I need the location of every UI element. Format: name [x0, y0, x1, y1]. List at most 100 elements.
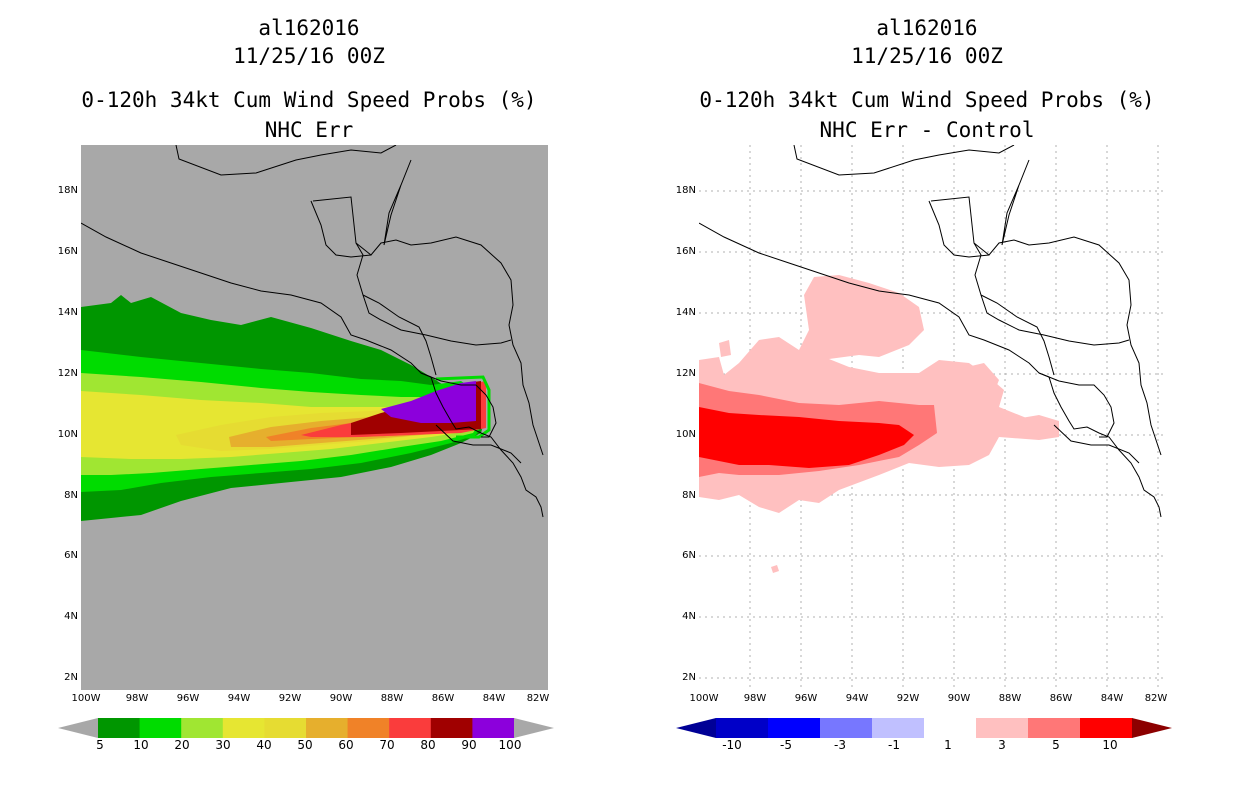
diff-5-10-contour: [699, 407, 914, 468]
colorbar-segment: [430, 718, 473, 738]
lon-label: 88W: [998, 693, 1022, 704]
colorbar-label: 30: [215, 738, 231, 752]
right-panel: al162016 11/25/16 00Z 0-120h 34kt Cum Wi…: [618, 0, 1236, 800]
colorbar-label: 3: [998, 738, 1006, 752]
lat-label: 8N: [682, 490, 696, 501]
colorbar: [58, 718, 554, 738]
colorbar-segment: [1080, 718, 1133, 738]
lat-label: 6N: [64, 550, 78, 561]
colorbar-label: -10: [722, 738, 742, 752]
colorbar-label: 50: [297, 738, 313, 752]
colorbar-segment: [716, 718, 769, 738]
coastline: [699, 145, 1162, 518]
lat-label: 16N: [57, 246, 78, 257]
lon-label: 84W: [1100, 693, 1124, 704]
gridlines: [699, 145, 1166, 690]
lat-label: 18N: [675, 185, 696, 196]
colorbar-segment: [139, 718, 182, 738]
lat-label: 8N: [64, 490, 78, 501]
colorbar-label: 60: [338, 738, 354, 752]
colorbar-segment: [98, 718, 141, 738]
lon-label: 82W: [526, 693, 550, 704]
lon-label: 84W: [482, 693, 506, 704]
colorbar-segment: [1028, 718, 1081, 738]
colorbar: [676, 718, 1172, 738]
lon-label: 92W: [278, 693, 302, 704]
lon-label: 82W: [1144, 693, 1168, 704]
lat-label: 10N: [675, 429, 696, 440]
colorbar-segment: [306, 718, 349, 738]
datetime: 11/25/16 00Z: [851, 44, 1003, 68]
lon-label: 86W: [431, 693, 455, 704]
colorbar-segment: [264, 718, 307, 738]
lon-label: 98W: [125, 693, 149, 704]
colorbar-label: 1: [944, 738, 952, 752]
coastline: [81, 145, 544, 518]
colorbar-label: 80: [420, 738, 436, 752]
lon-label: 94W: [845, 693, 869, 704]
lat-label: 14N: [57, 307, 78, 318]
colorbar-segment: [389, 718, 432, 738]
colorbar-label: 20: [174, 738, 190, 752]
subtitle: NHC Err: [264, 118, 354, 142]
colorbar-label: 5: [96, 738, 104, 752]
colorbar-label: -1: [888, 738, 900, 752]
lat-label: 4N: [64, 611, 78, 622]
difference-map[interactable]: [699, 145, 1166, 690]
diff-1-3-small-b: [961, 363, 999, 407]
diff-1-3-small-c: [1007, 415, 1059, 437]
lon-label: 92W: [896, 693, 920, 704]
colorbar-segment: [872, 718, 925, 738]
product-title: 0-120h 34kt Cum Wind Speed Probs (%): [81, 88, 537, 112]
product-title: 0-120h 34kt Cum Wind Speed Probs (%): [699, 88, 1155, 112]
datetime: 11/25/16 00Z: [233, 44, 385, 68]
lon-label: 90W: [947, 693, 971, 704]
probability-map[interactable]: [81, 145, 548, 690]
storm-id: al162016: [258, 16, 360, 40]
colorbar-end-right: [514, 718, 554, 738]
colorbar-end-left: [58, 718, 98, 738]
prob-green-outline: [435, 375, 491, 439]
colorbar-label: 90: [461, 738, 477, 752]
colorbar-segment: [924, 718, 977, 738]
lat-label: 2N: [682, 672, 696, 683]
lat-label: 2N: [64, 672, 78, 683]
lat-label: 4N: [682, 611, 696, 622]
colorbar-segment: [976, 718, 1029, 738]
colorbar-segment: [347, 718, 390, 738]
colorbar-label: 5: [1052, 738, 1060, 752]
lon-label: 100W: [71, 693, 101, 704]
colorbar-label: 40: [256, 738, 272, 752]
diff-1-3-small-a: [719, 340, 731, 357]
colorbar-end-right: [1132, 718, 1172, 738]
colorbar-segment: [820, 718, 873, 738]
colorbar-end-left: [676, 718, 716, 738]
lat-label: 12N: [57, 368, 78, 379]
lon-label: 100W: [689, 693, 719, 704]
colorbar-label: -5: [780, 738, 792, 752]
lat-label: 12N: [675, 368, 696, 379]
lon-label: 90W: [329, 693, 353, 704]
subtitle: NHC Err - Control: [819, 118, 1035, 142]
colorbar-label: 10: [1102, 738, 1118, 752]
colorbar-label: 70: [379, 738, 395, 752]
diff-1-3-speck: [771, 565, 779, 573]
colorbar-segment: [181, 718, 224, 738]
colorbar-label: -3: [834, 738, 846, 752]
prob-90-contour: [381, 381, 476, 423]
lat-label: 18N: [57, 185, 78, 196]
colorbar-label: 10: [133, 738, 149, 752]
colorbar-label: 100: [498, 738, 522, 752]
lat-label: 14N: [675, 307, 696, 318]
colorbar-segment: [472, 718, 515, 738]
lon-label: 94W: [227, 693, 251, 704]
lon-label: 88W: [380, 693, 404, 704]
lat-label: 16N: [675, 246, 696, 257]
lat-label: 10N: [57, 429, 78, 440]
colorbar-segment: [768, 718, 821, 738]
lat-label: 6N: [682, 550, 696, 561]
storm-id: al162016: [876, 16, 978, 40]
colorbar-segment: [222, 718, 265, 738]
lon-label: 98W: [743, 693, 767, 704]
left-panel: al162016 11/25/16 00Z 0-120h 34kt Cum Wi…: [57, 16, 554, 752]
